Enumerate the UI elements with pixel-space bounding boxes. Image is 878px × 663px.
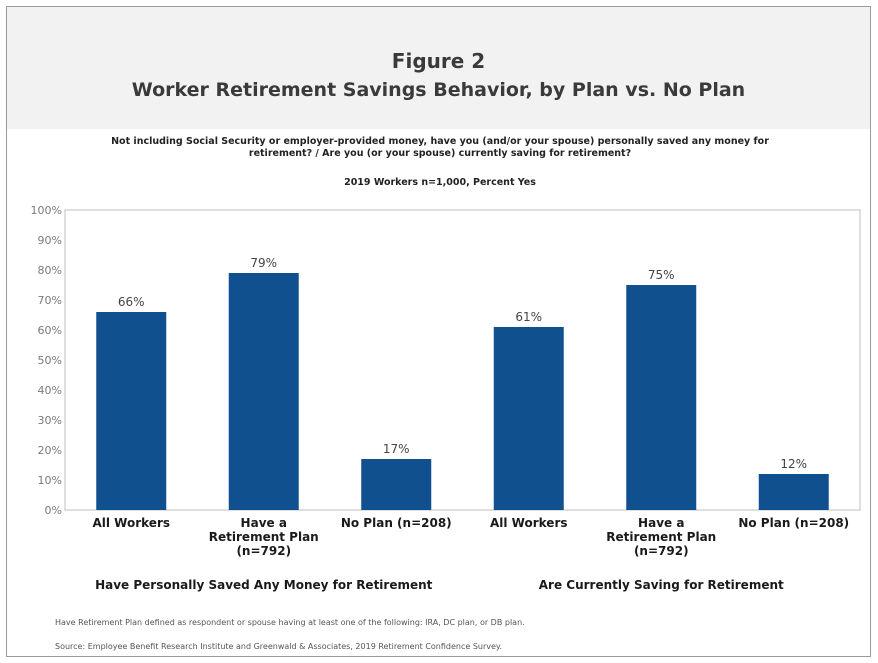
- bar: [626, 285, 697, 510]
- group-label: Are Currently Saving for Retirement: [538, 578, 784, 592]
- x-tick-label: Have a Retirement Plan (n=792): [606, 516, 717, 558]
- bar-data-label: 12%: [780, 457, 807, 471]
- figure-number: Figure 2: [391, 49, 486, 73]
- figure-title: Worker Retirement Savings Behavior, by P…: [131, 79, 746, 101]
- bar: [758, 474, 829, 510]
- header-band: [7, 7, 870, 129]
- bar: [228, 273, 299, 510]
- group-label: Have Personally Saved Any Money for Reti…: [95, 578, 433, 592]
- y-tick-label: 60%: [38, 324, 62, 337]
- source-footnote: Source: Employee Benefit Research Instit…: [55, 642, 503, 651]
- x-tick-label: No Plan (n=208): [340, 516, 452, 530]
- figure-frame: Figure 2 Worker Retirement Savings Behav…: [6, 6, 871, 657]
- bar-data-label: 17%: [383, 442, 410, 456]
- y-tick-label: 90%: [38, 234, 62, 247]
- y-tick-label: 40%: [38, 384, 62, 397]
- y-tick-label: 20%: [38, 444, 62, 457]
- x-tick-label: All Workers: [92, 516, 171, 530]
- bar-data-label: 66%: [118, 295, 145, 309]
- sample-note: 2019 Workers n=1,000, Percent Yes: [344, 177, 536, 188]
- y-tick-label: 50%: [38, 354, 62, 367]
- bar: [96, 312, 167, 510]
- x-tick-label: No Plan (n=208): [738, 516, 850, 530]
- bar-data-label: 75%: [648, 268, 675, 282]
- plot-area: [64, 209, 861, 511]
- bar: [361, 459, 432, 510]
- survey-question: Not including Social Security or employe…: [111, 136, 769, 159]
- x-tick-label: Have a Retirement Plan (n=792): [208, 516, 319, 558]
- x-tick-label: All Workers: [489, 516, 568, 530]
- plan-definition-footnote: Have Retirement Plan defined as responde…: [55, 618, 525, 627]
- y-tick-label: 70%: [38, 294, 62, 307]
- bar-data-label: 61%: [515, 310, 542, 324]
- y-tick-label: 10%: [38, 474, 62, 487]
- bar-data-label: 79%: [250, 256, 277, 270]
- y-tick-label: 100%: [31, 204, 62, 217]
- y-tick-label: 30%: [38, 414, 62, 427]
- y-tick-label: 80%: [38, 264, 62, 277]
- bar: [493, 327, 564, 510]
- y-tick-label: 0%: [45, 504, 62, 517]
